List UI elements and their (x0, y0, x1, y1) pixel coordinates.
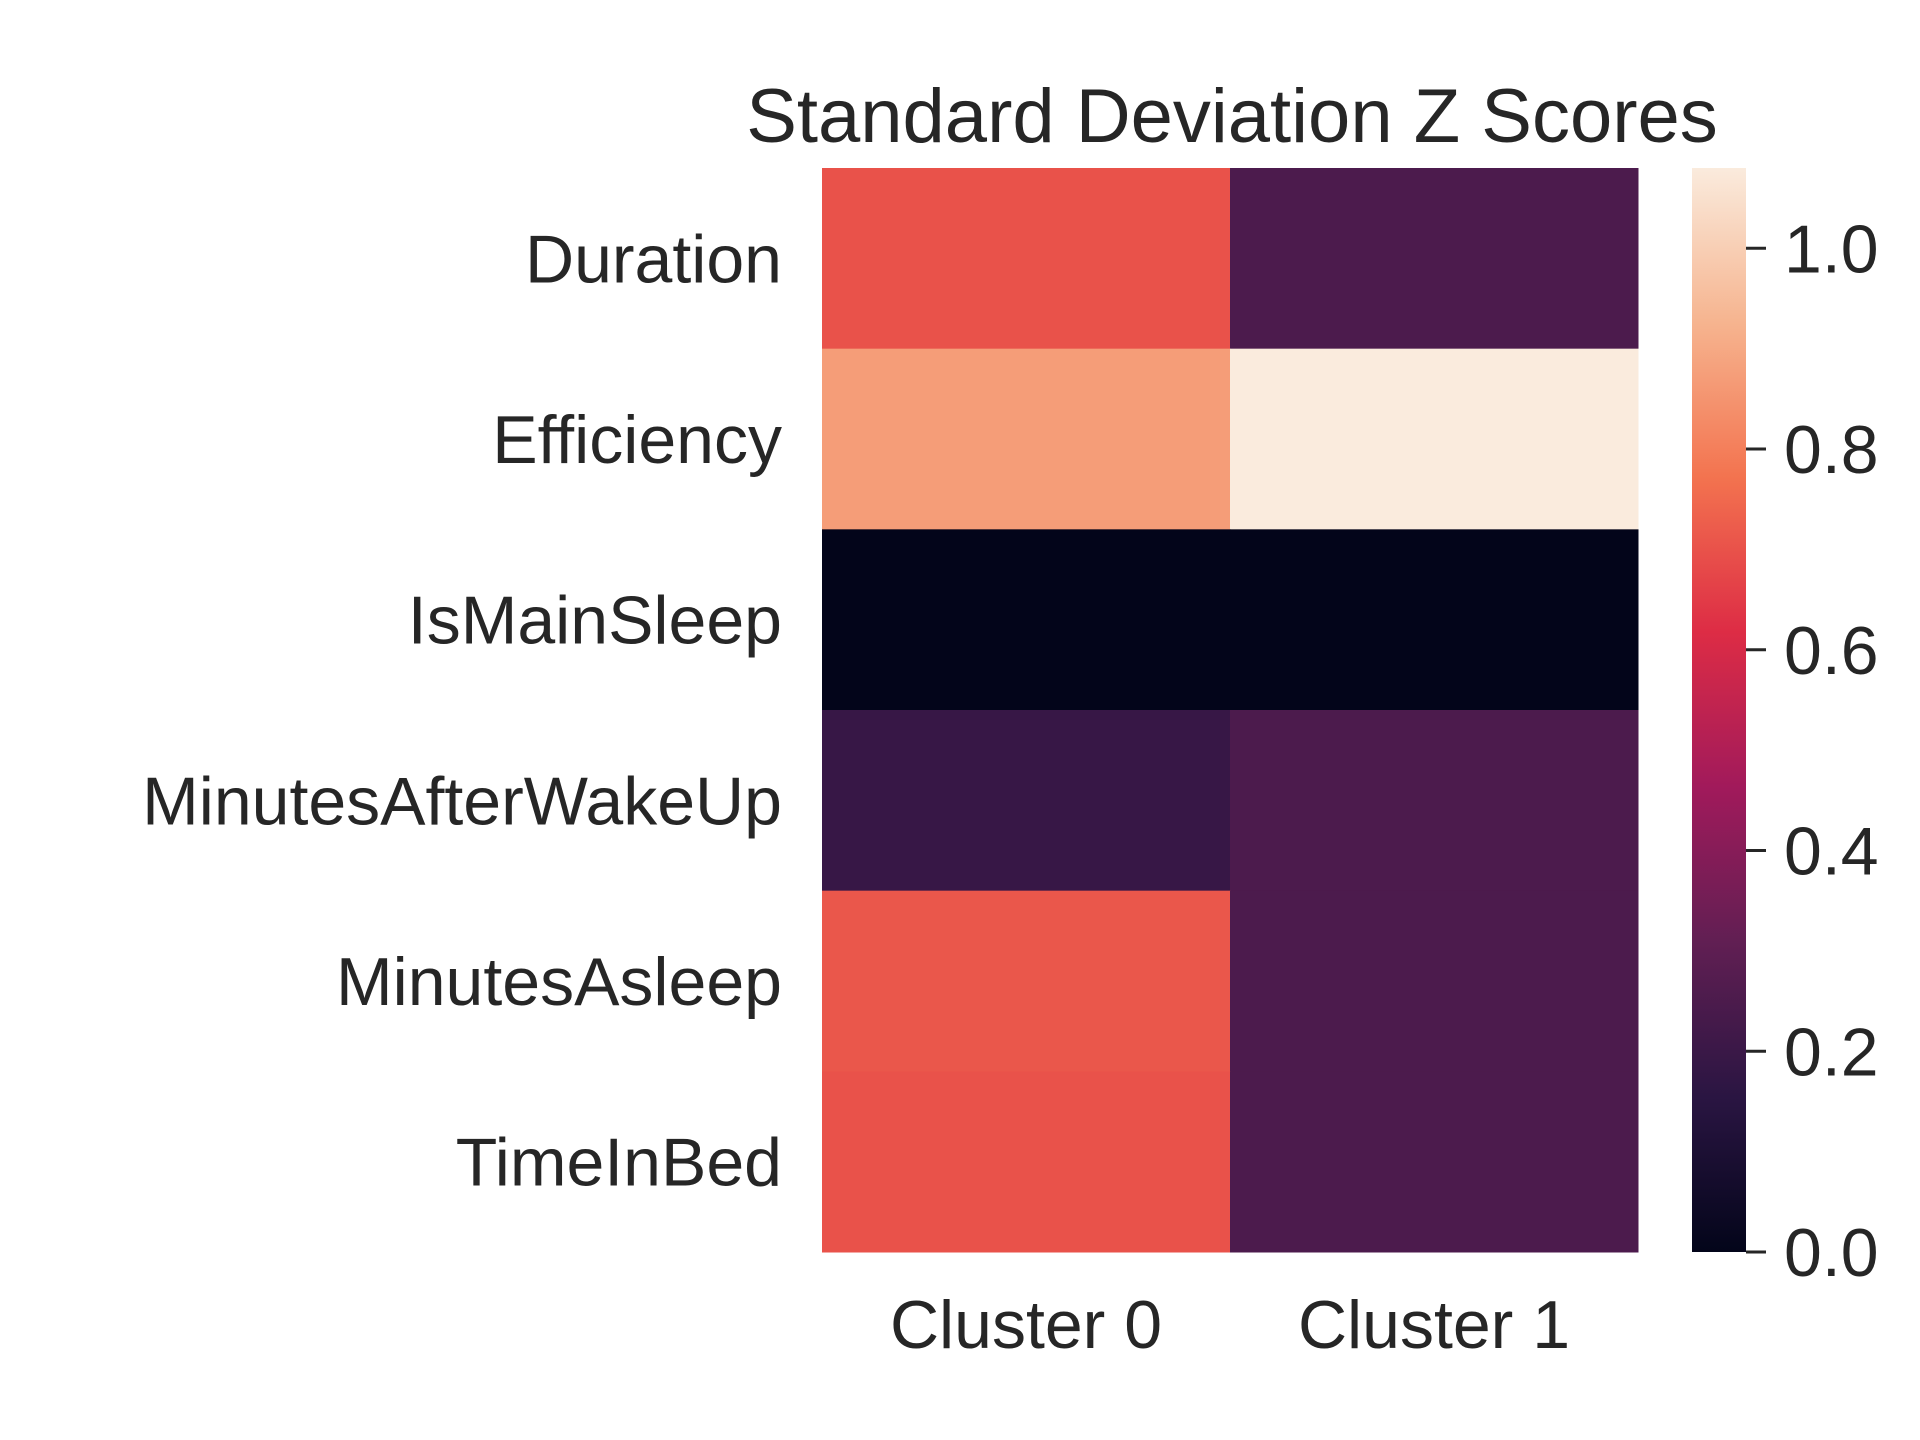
heatmap-cell-timeinbed-1 (1230, 1071, 1639, 1253)
heatmap-cell-duration-1 (1230, 168, 1639, 350)
colorbar-tick-label: 0.4 (1784, 814, 1879, 890)
row-label: Duration (525, 221, 782, 297)
column-label: Cluster 1 (1298, 1287, 1570, 1363)
heatmap-cell-minutesafterwakeup-0 (822, 710, 1231, 892)
heatmap-cell-efficiency-0 (822, 348, 1231, 530)
heatmap-cell-duration-0 (822, 168, 1231, 350)
heatmap-cell-minutesasleep-1 (1230, 890, 1639, 1072)
chart-title: Standard Deviation Z Scores (746, 74, 1718, 159)
colorbar-gradient (1692, 168, 1746, 1252)
colorbar-ticks: 0.0 0.2 0.4 0.6 0.8 1.0 (1746, 211, 1879, 1291)
row-label: IsMainSleep (408, 583, 782, 659)
row-labels: Duration Efficiency IsMainSleep MinutesAfte… (142, 221, 782, 1200)
column-label: Cluster 0 (890, 1287, 1162, 1363)
row-label: MinutesAsleep (336, 944, 782, 1020)
heatmap-cell-ismainsleep-1 (1230, 529, 1639, 711)
column-labels: Cluster 0 Cluster 1 (890, 1287, 1570, 1363)
row-label: MinutesAfterWakeUp (142, 763, 782, 839)
colorbar-tick-label: 0.8 (1784, 412, 1879, 488)
colorbar-tick-label: 0.6 (1784, 613, 1879, 689)
heatmap-cell-timeinbed-0 (822, 1071, 1231, 1253)
colorbar: 0.0 0.2 0.4 0.6 0.8 1.0 (1692, 168, 1879, 1291)
heatmap-cell-efficiency-1 (1230, 348, 1639, 530)
colorbar-tick-label: 1.0 (1784, 211, 1879, 287)
row-label: Efficiency (492, 402, 782, 478)
row-label: TimeInBed (456, 1125, 782, 1201)
heatmap-cell-ismainsleep-0 (822, 529, 1231, 711)
heatmap-cells (822, 168, 1639, 1253)
heatmap-cell-minutesasleep-0 (822, 890, 1231, 1072)
colorbar-tick-label: 0.0 (1784, 1215, 1879, 1291)
heatmap-cell-minutesafterwakeup-1 (1230, 710, 1639, 892)
colorbar-tick-label: 0.2 (1784, 1014, 1879, 1090)
